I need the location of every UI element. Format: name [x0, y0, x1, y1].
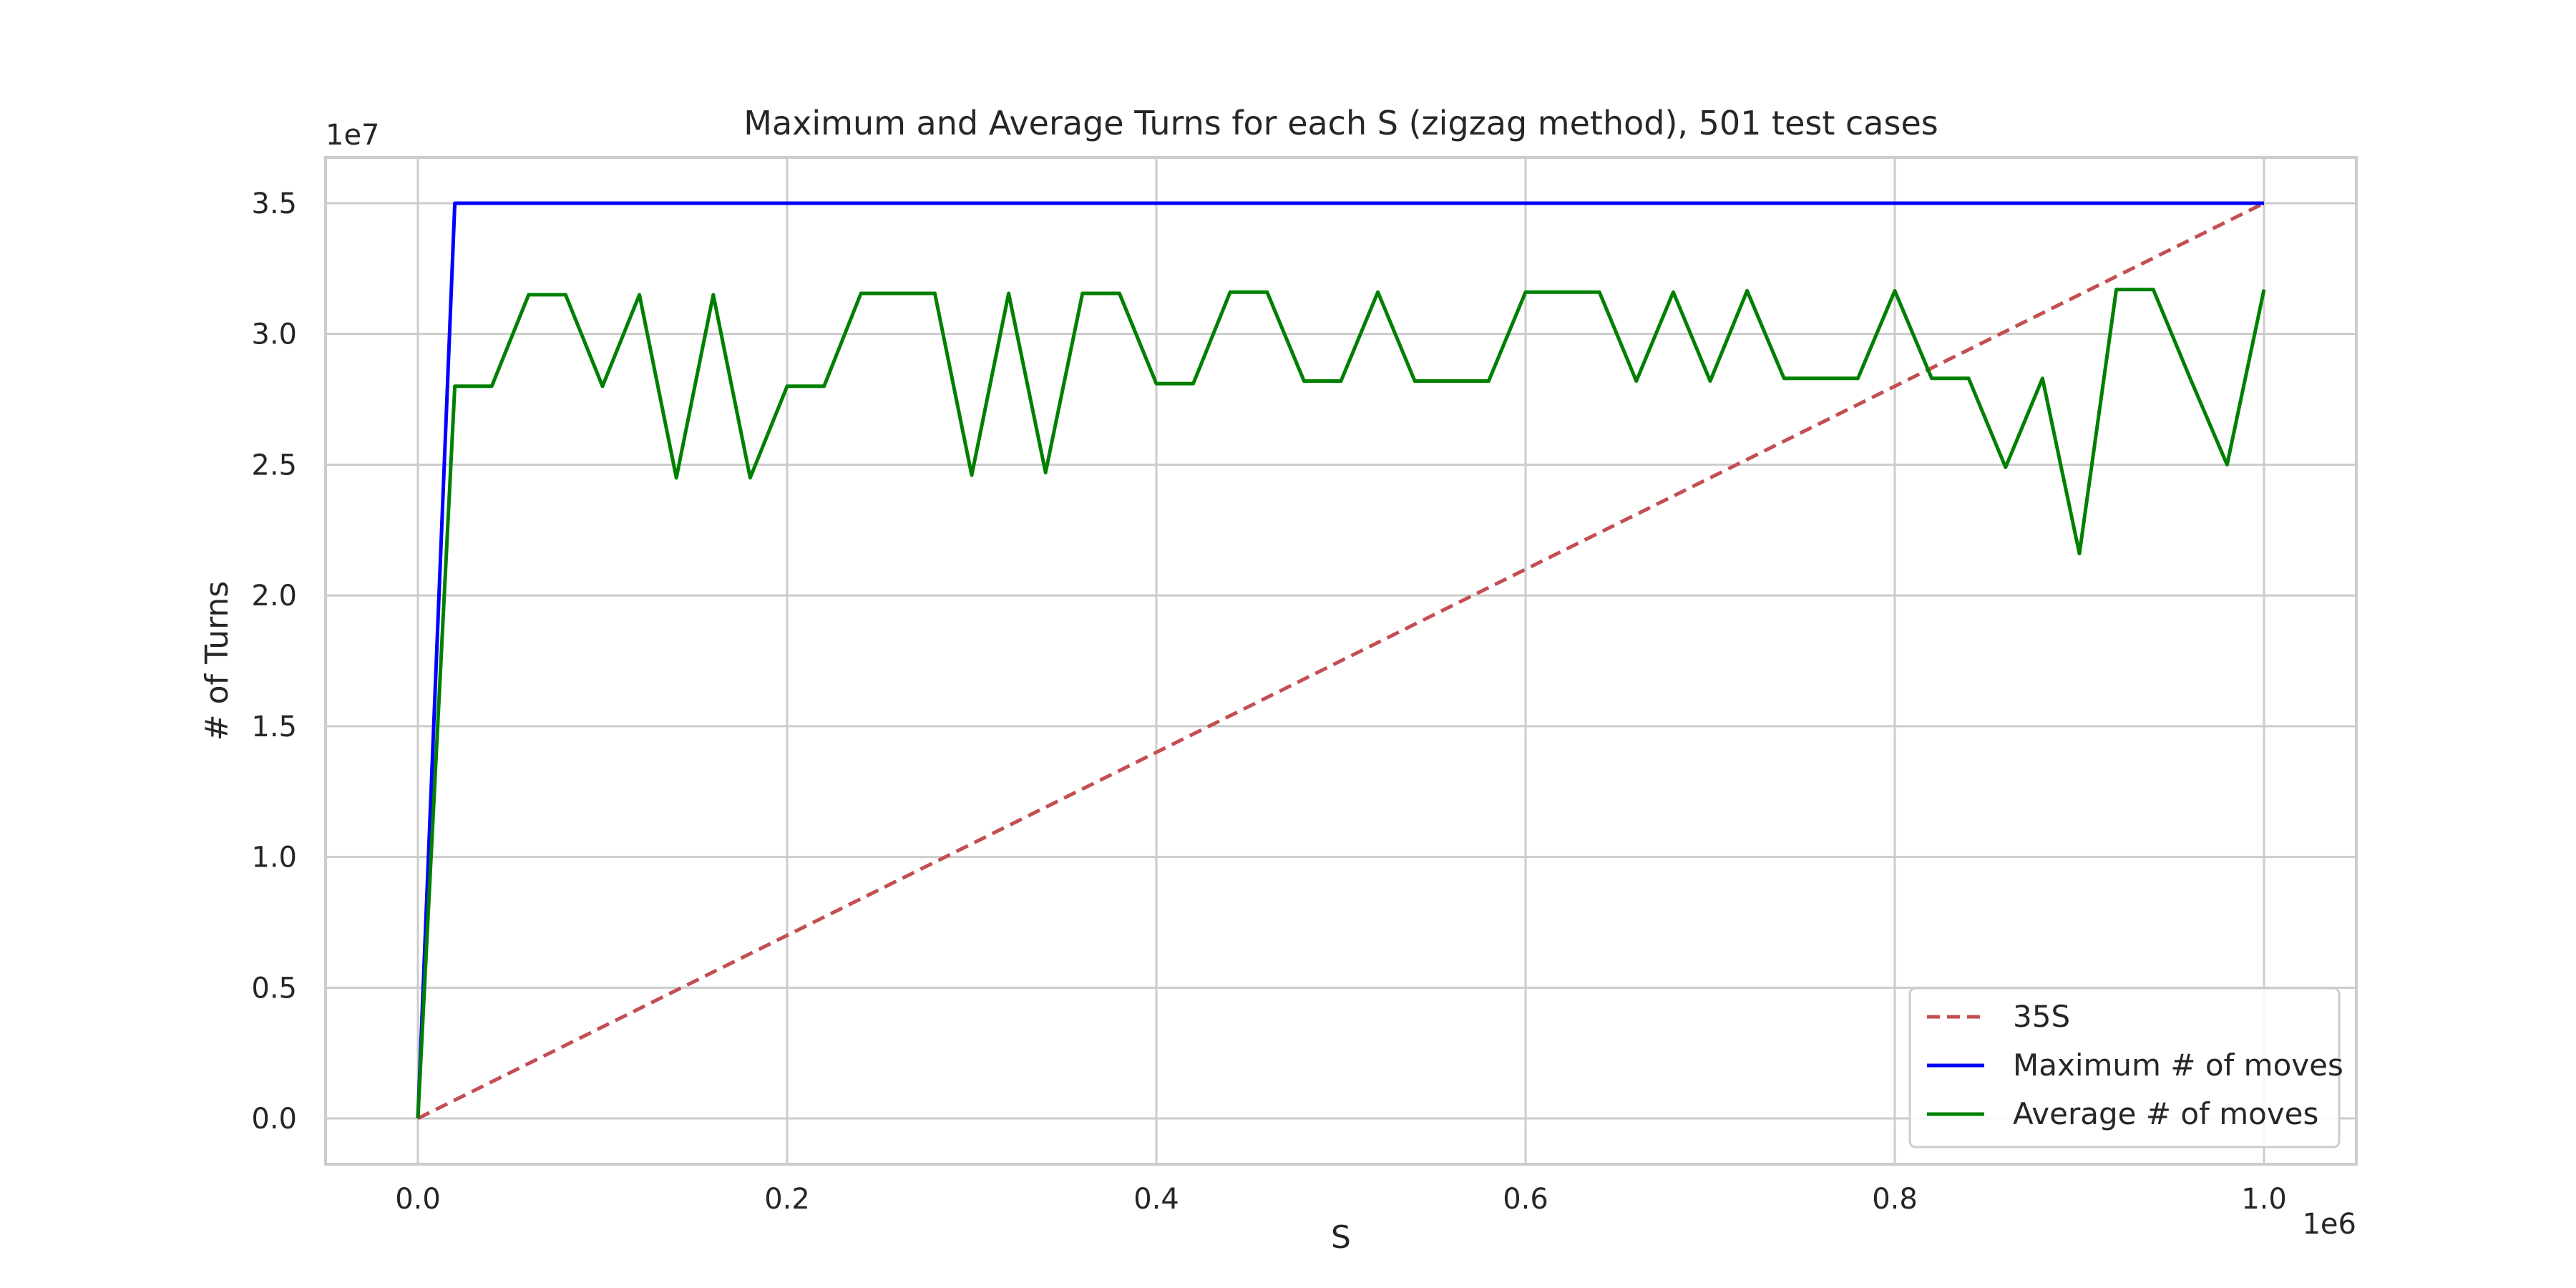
plot-frame: [324, 156, 2358, 1166]
series-line-maximum-of-moves: [416, 201, 2264, 1119]
x-tick-label: 0.0: [395, 1183, 441, 1216]
x-tick-label: 0.6: [1503, 1183, 1548, 1216]
series-line-average-of-moves: [416, 288, 2266, 1119]
x-tick-label: 1.0: [2241, 1183, 2287, 1216]
y-tick-label: 1.5: [251, 711, 297, 743]
x-axis-offset-label: 1e6: [2302, 1208, 2356, 1241]
legend: 35S Maximum # of moves Average # of moves: [1908, 987, 2343, 1148]
y-tick-label: 2.0: [251, 580, 297, 613]
y-axis-offset-label: 1e7: [326, 119, 380, 152]
tick-labels: 0.0 0.2 0.4 0.6 0.8 1.0 0.0 0.5 1.0 1.5 2.0 2.5 3.0 3…: [251, 187, 2286, 1216]
y-tick-label: 0.5: [251, 972, 297, 1005]
x-axis-label: S: [1331, 1219, 1351, 1256]
y-tick-label: 2.5: [251, 449, 297, 482]
x-tick-label: 0.4: [1133, 1183, 1179, 1216]
x-tick-label: 0.8: [1872, 1183, 1918, 1216]
y-tick-label: 3.5: [251, 187, 297, 220]
series-line-35s: [416, 201, 2265, 1121]
legend-label: Average # of moves: [2013, 1096, 2318, 1131]
x-tick-label: 0.2: [764, 1183, 810, 1216]
series-layer: [416, 201, 2266, 1121]
legend-label: Maximum # of moves: [2013, 1048, 2343, 1083]
y-tick-label: 3.0: [251, 318, 297, 351]
y-tick-label: 0.0: [251, 1103, 297, 1136]
legend-label: 35S: [2013, 999, 2070, 1034]
y-axis-label: # of Turns: [199, 581, 235, 741]
legend-box: [1908, 987, 2341, 1148]
y-tick-label: 1.0: [251, 841, 297, 874]
chart-title: Maximum and Average Turns for each S (zi…: [743, 104, 1938, 142]
